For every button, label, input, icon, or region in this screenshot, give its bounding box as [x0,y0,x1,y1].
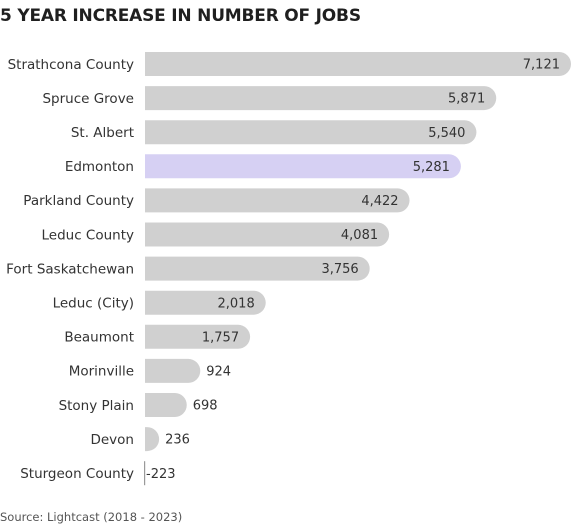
value-label-spruce-grove: 5,871 [448,92,485,107]
category-label-st-albert: St. Albert [71,125,134,141]
category-label-beaumont: Beaumont [64,330,134,346]
value-label-fort-saskatchewan: 3,756 [321,262,358,277]
category-label-parkland-county: Parkland County [23,193,134,209]
bar-strathcona-county [145,52,571,76]
category-label-stony-plain: Stony Plain [59,398,134,414]
value-label-edmonton: 5,281 [413,160,450,175]
value-label-devon: 236 [165,433,190,448]
value-label-stony-plain: 698 [193,399,218,414]
bar-leduc-county [145,222,390,247]
value-label-leduc-city: 2,018 [218,296,255,311]
bar-stony-plain [145,393,187,417]
bar-morinville [145,358,201,383]
bar-st-albert [145,120,477,145]
chart-title: 5 YEAR INCREASE IN NUMBER OF JOBS [0,6,361,26]
category-label-devon: Devon [90,432,134,448]
source-note: Source: Lightcast (2018 - 2023) [0,510,183,524]
bar-leduc-city [145,290,266,315]
bar-fort-saskatchewan [145,256,370,281]
value-label-morinville: 924 [206,365,231,380]
category-label-leduc-city: Leduc (City) [53,296,134,312]
category-label-morinville: Morinville [69,364,134,380]
bar-sturgeon-county [144,461,146,486]
category-label-strathcona-county: Strathcona County [8,57,134,73]
value-label-leduc-county: 4,081 [341,228,378,243]
bar-devon [145,427,160,452]
value-label-strathcona-county: 7,121 [523,58,560,73]
value-label-sturgeon-county: -223 [146,467,176,482]
category-label-edmonton: Edmonton [65,159,134,175]
category-label-fort-saskatchewan: Fort Saskatchewan [6,261,134,277]
bar-beaumont [145,324,251,349]
category-label-sturgeon-county: Sturgeon County [20,466,134,482]
value-label-st-albert: 5,540 [428,126,465,141]
bar-chart: Strathcona County 7,121 Spruce Grove 5,871 S… [6,52,571,486]
value-label-beaumont: 1,757 [202,330,239,345]
bar-spruce-grove [145,86,497,111]
category-label-leduc-county: Leduc County [41,227,134,243]
bar-edmonton [145,154,461,179]
category-label-spruce-grove: Spruce Grove [42,91,134,107]
bar-parkland-county [145,188,410,213]
value-label-parkland-county: 4,422 [361,194,398,209]
